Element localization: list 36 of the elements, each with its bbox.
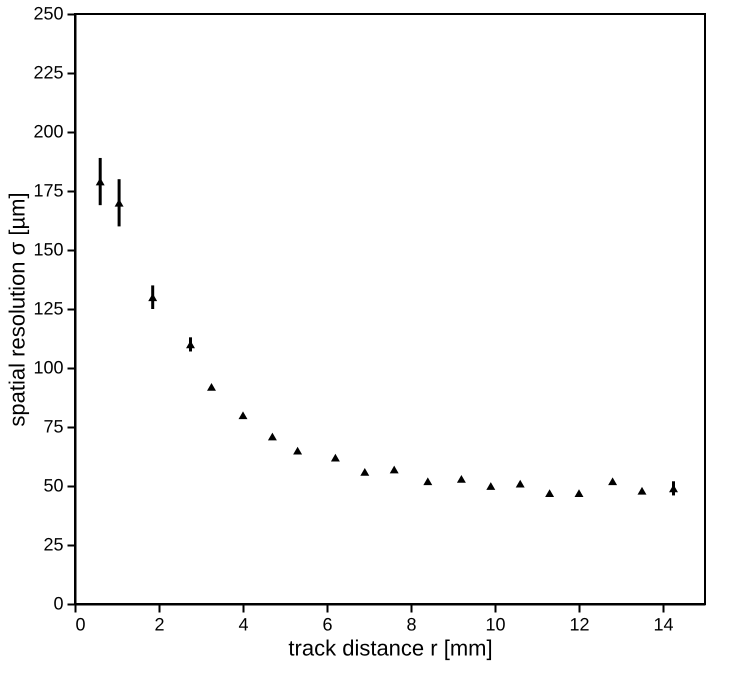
y-tick-label: 0 (53, 594, 64, 614)
point (238, 411, 248, 420)
point (423, 477, 432, 486)
x-tick-label: 8 (406, 614, 417, 634)
y-tick-label: 225 (33, 62, 64, 82)
y-tick-label: 25 (43, 534, 64, 554)
point (486, 482, 496, 490)
point (207, 383, 216, 391)
point (330, 454, 340, 462)
x-tick-label: 2 (154, 614, 165, 634)
point (293, 446, 302, 454)
point (608, 477, 618, 486)
point (638, 486, 646, 495)
point (268, 432, 277, 440)
point (516, 480, 525, 488)
x-tick-label: 12 (569, 614, 590, 634)
x-tick-label: 6 (322, 614, 333, 634)
x-tick-label: 0 (76, 614, 86, 634)
y-tick-label: 250 (33, 4, 64, 24)
y-tick-label: 100 (33, 358, 64, 378)
point (574, 489, 584, 497)
y-tick-label: 150 (33, 240, 64, 260)
point (456, 475, 466, 483)
x-axis-title: track distance r [mm] (288, 636, 493, 660)
point (360, 468, 370, 476)
y-tick-label: 125 (33, 298, 64, 318)
point (545, 489, 554, 497)
x-tick-label: 4 (238, 614, 249, 634)
y-axis-title: spatial resolution σ [µm] (4, 192, 30, 427)
y-tick-label: 175 (33, 180, 64, 200)
y-tick-label: 50 (43, 476, 64, 496)
x-tick-label: 10 (485, 614, 506, 634)
y-tick-label: 75 (43, 416, 64, 436)
x-tick-label: 14 (653, 614, 674, 634)
point (390, 466, 399, 474)
y-tick-label: 200 (33, 122, 64, 142)
